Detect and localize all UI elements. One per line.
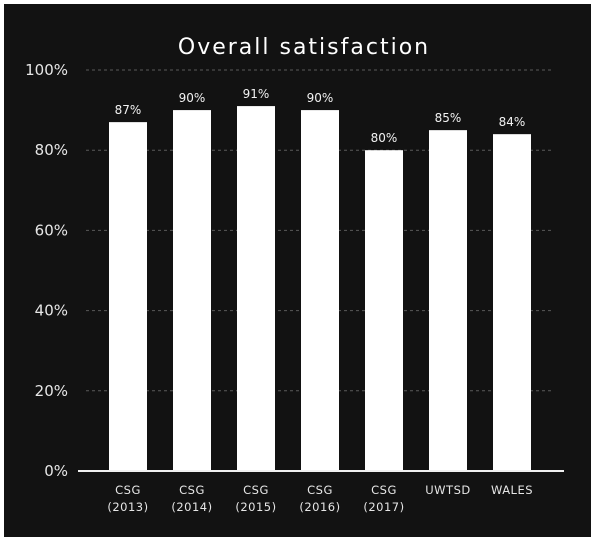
- x-tick-label: CSG: [115, 483, 141, 497]
- data-label: 84%: [499, 115, 526, 129]
- y-tick-label: 60%: [35, 221, 68, 239]
- y-tick-label: 0%: [44, 462, 68, 480]
- chart-frame: 87% 90% 91% 90% 80% 85% 84% 0% 20% 40% 60% 80% 100%…: [4, 4, 591, 537]
- y-tick-label: 80%: [35, 141, 68, 159]
- bar: [173, 110, 211, 471]
- x-tick-label: (2017): [363, 500, 404, 514]
- x-tick-label: CSG: [371, 483, 397, 497]
- data-label: 90%: [179, 91, 206, 105]
- x-tick-label: WALES: [491, 483, 533, 497]
- x-axis-ticks: CSG (2013) CSG (2014) CSG (2015) CSG (2016) CSG (…: [107, 483, 533, 514]
- bar: [109, 122, 147, 471]
- bar: [301, 110, 339, 471]
- y-tick-label: 100%: [25, 61, 68, 79]
- bar: [365, 150, 403, 471]
- data-label: 80%: [371, 131, 398, 145]
- x-tick-label: (2014): [171, 500, 212, 514]
- x-tick-label: (2013): [107, 500, 148, 514]
- x-tick-label: CSG: [307, 483, 333, 497]
- x-tick-label: (2016): [299, 500, 340, 514]
- bar: [429, 130, 467, 471]
- y-tick-label: 20%: [35, 382, 68, 400]
- data-label: 91%: [243, 87, 270, 101]
- x-tick-label: UWTSD: [425, 483, 470, 497]
- bars: [109, 106, 531, 471]
- bar-chart: 87% 90% 91% 90% 80% 85% 84% 0% 20% 40% 60% 80% 100%…: [25, 35, 564, 514]
- x-tick-label: CSG: [179, 483, 205, 497]
- x-tick-label: (2015): [235, 500, 276, 514]
- data-label: 90%: [307, 91, 334, 105]
- bar: [493, 134, 531, 471]
- chart-title: Overall satisfaction: [178, 35, 430, 60]
- y-axis-ticks: 0% 20% 40% 60% 80% 100%: [25, 61, 68, 480]
- data-labels: 87% 90% 91% 90% 80% 85% 84%: [115, 87, 526, 145]
- data-label: 87%: [115, 103, 142, 117]
- data-label: 85%: [435, 111, 462, 125]
- y-tick-label: 40%: [35, 302, 68, 320]
- x-tick-label: CSG: [243, 483, 269, 497]
- bar: [237, 106, 275, 471]
